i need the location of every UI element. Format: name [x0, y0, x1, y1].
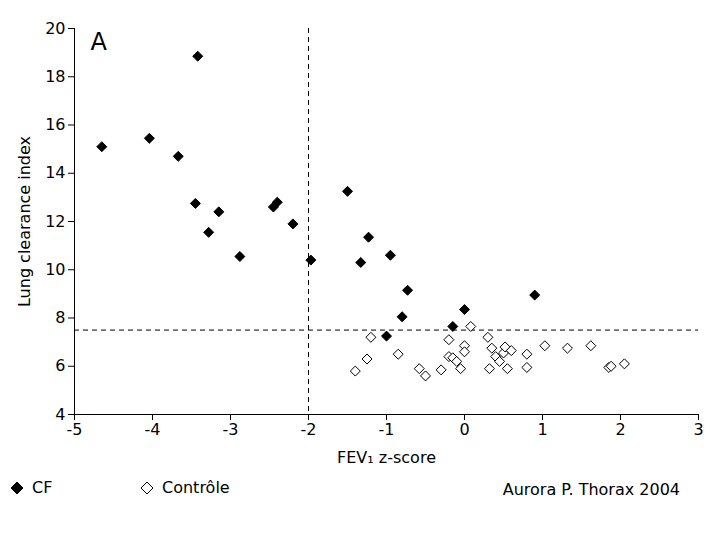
svg-text:3: 3	[693, 420, 703, 439]
html-text:CF: CF	[32, 478, 53, 497]
svg-text:2: 2	[615, 420, 625, 439]
html-text:Aurora P. Thorax 2004: Aurora P. Thorax 2004	[502, 480, 680, 499]
svg-text:-5: -5	[67, 420, 83, 439]
svg-text:-4: -4	[145, 420, 161, 439]
svg-text:0: 0	[459, 420, 469, 439]
svg-text:-1: -1	[379, 420, 395, 439]
svg-text:1: 1	[537, 420, 547, 439]
svg-text:20: 20	[45, 19, 65, 38]
svg-text:18: 18	[45, 67, 65, 86]
svg-text:-2: -2	[301, 420, 317, 439]
svg-text:4: 4	[55, 405, 65, 424]
svg-text:14: 14	[45, 163, 65, 182]
svg-text:-3: -3	[223, 420, 239, 439]
svg-text:12: 12	[45, 212, 65, 231]
svg-text:6: 6	[55, 356, 65, 375]
html-text:Contrôle: Contrôle	[162, 478, 230, 497]
svg-text:A: A	[91, 28, 108, 56]
svg-text:FEV₁ z-score: FEV₁ z-score	[337, 448, 436, 467]
svg-text:10: 10	[45, 260, 65, 279]
svg-text:Lung clearance index: Lung clearance index	[15, 136, 34, 307]
svg-text:8: 8	[55, 308, 65, 327]
svg-text:16: 16	[45, 115, 65, 134]
